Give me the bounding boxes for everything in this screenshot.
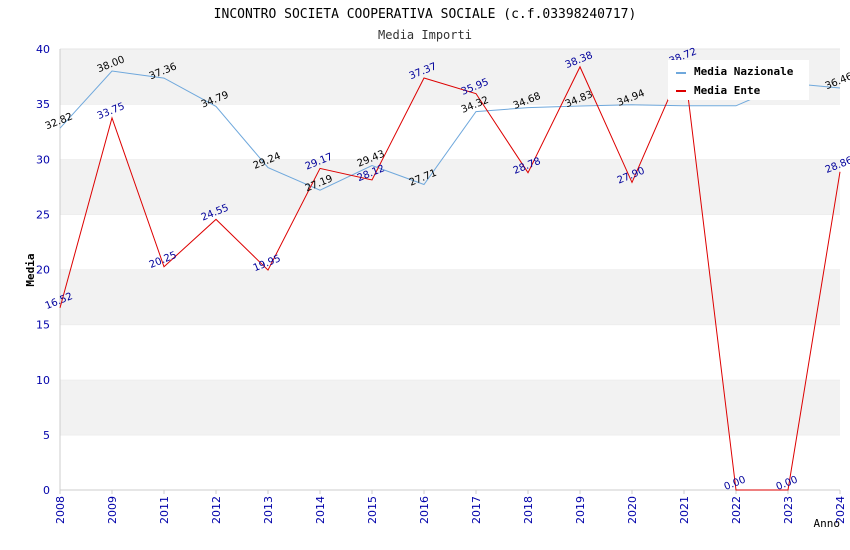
legend-label-nazionale: Media Nazionale [694,65,794,78]
x-tick-label: 2011 [158,496,171,524]
chart-title: INCONTRO SOCIETA COOPERATIVA SOCIALE (c.… [214,7,637,22]
x-tick-label: 2016 [418,496,431,524]
x-axis-label: Anno [814,517,841,530]
y-axis-ticks: 0 5 10 15 20 25 30 35 40 [36,43,50,497]
series-line-nazionale [59,70,841,191]
x-tick-label: 2017 [470,496,483,524]
x-tick-label: 2023 [782,496,795,524]
legend: Media Nazionale Media Ente [668,60,809,100]
y-tick-label: 0 [43,484,50,497]
x-tick-label: 2019 [574,496,587,524]
x-tick-label: 2018 [522,496,535,524]
grid-band [60,214,840,270]
x-tick-label: 2014 [314,496,327,524]
y-tick-label: 25 [36,208,50,221]
y-tick-label: 5 [43,429,50,442]
axes [59,49,840,491]
x-tick-label: 2024 [834,496,847,524]
legend-box [668,60,809,100]
x-axis-ticks: 2008 2009 2011 2012 2013 2014 2015 2016 2017 2018… [54,490,847,524]
series-line-ente [59,61,841,491]
x-tick-label: 2015 [366,496,379,524]
grid-bands [60,48,840,490]
chart-subtitle: Media Importi [378,28,472,42]
grid-band [60,159,840,215]
grid-band [60,269,840,325]
x-tick-label: 2022 [730,496,743,524]
x-tick-label: 2013 [262,496,275,524]
x-tick-label: 2008 [54,496,67,524]
y-axis-label: Media [24,253,37,286]
grid-band [60,324,840,380]
grid-band [60,434,840,490]
grid-band [60,104,840,160]
y-tick-label: 40 [36,43,50,56]
series-lines [59,61,841,491]
y-tick-label: 10 [36,374,50,387]
x-tick-label: 2021 [678,496,691,524]
grid-band [60,379,840,435]
y-tick-label: 20 [36,264,50,277]
legend-label-ente: Media Ente [694,84,761,97]
y-tick-label: 15 [36,319,50,332]
y-tick-label: 30 [36,153,50,166]
x-tick-label: 2012 [210,496,223,524]
x-tick-label: 2020 [626,496,639,524]
y-tick-label: 35 [36,98,50,111]
x-tick-label: 2009 [106,496,119,524]
